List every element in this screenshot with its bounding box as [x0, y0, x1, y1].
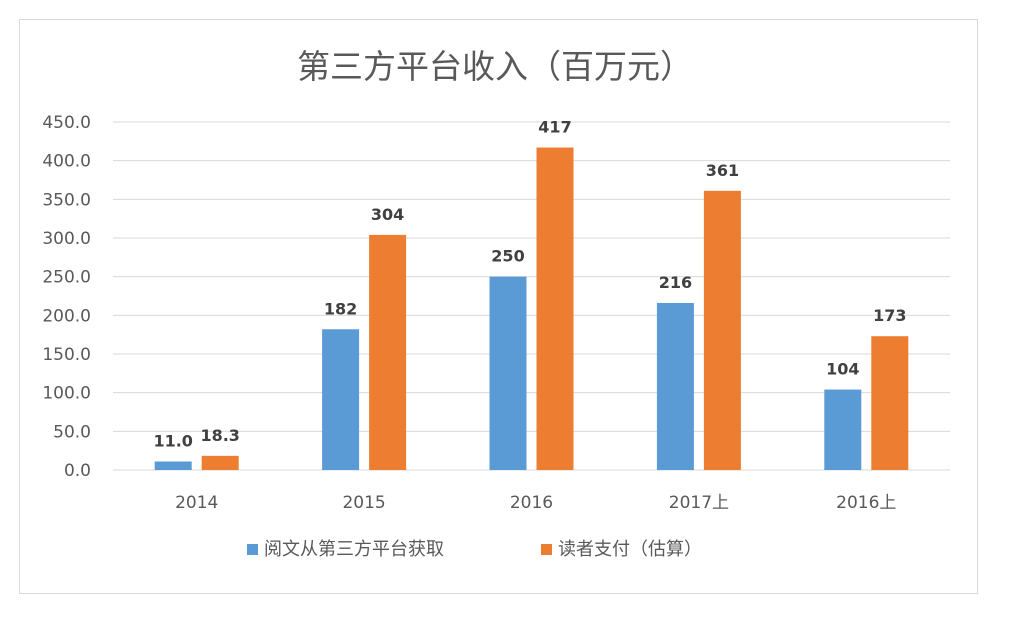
legend-label: 阅文从第三方平台获取	[264, 539, 444, 560]
y-tick-label: 0.0	[64, 461, 91, 481]
legend: 阅文从第三方平台获取 读者支付（估算）	[247, 539, 702, 560]
bar-yuewen-4	[824, 389, 862, 470]
gridlines	[113, 121, 950, 471]
y-tick-label: 400.0	[42, 152, 91, 172]
y-axis-ticks: 0.0 50.0 100.0 150.0 200.0 250.0 300.0 350.0 400…	[42, 113, 91, 481]
bar-reader-4	[871, 336, 909, 470]
chart-title: 第三方平台收入（百万元）	[297, 47, 693, 86]
x-category-label: 2016	[510, 493, 553, 513]
data-label: 216	[659, 273, 692, 292]
bar-yuewen-1	[322, 329, 360, 470]
y-tick-label: 150.0	[42, 345, 91, 365]
y-tick-label: 100.0	[42, 384, 91, 404]
x-category-label: 2017上	[669, 493, 729, 513]
x-category-label: 2014	[175, 493, 218, 513]
bar-reader-3	[703, 190, 741, 470]
y-tick-label: 250.0	[42, 268, 91, 288]
y-tick-label: 200.0	[42, 306, 91, 326]
bar-yuewen-0	[154, 461, 192, 470]
data-label: 182	[324, 299, 357, 318]
y-tick-label: 50.0	[53, 422, 91, 442]
data-label: 417	[538, 118, 571, 137]
y-tick-label: 350.0	[42, 190, 91, 210]
x-category-label: 2016上	[836, 493, 896, 513]
data-label: 104	[826, 360, 859, 379]
legend-swatch	[541, 544, 552, 555]
bar-reader-0	[201, 455, 239, 470]
legend-swatch	[247, 544, 258, 555]
bar-yuewen-2	[489, 276, 527, 470]
bars	[154, 147, 909, 470]
y-tick-label: 450.0	[42, 113, 91, 133]
y-tick-label: 300.0	[42, 229, 91, 249]
x-category-label: 2015	[342, 493, 385, 513]
data-label: 361	[706, 161, 739, 180]
legend-label: 读者支付（估算）	[558, 539, 702, 560]
x-axis-categories: 2014 2015 2016 2017上 2016上	[175, 493, 896, 513]
bar-reader-1	[369, 234, 407, 470]
data-label: 173	[873, 306, 906, 325]
data-label: 304	[371, 205, 404, 224]
data-label: 250	[491, 247, 524, 266]
bar-reader-2	[536, 147, 574, 470]
data-labels: 11.0 18.3 182 304 250 417 216 361 104 173	[153, 118, 906, 451]
bar-yuewen-3	[656, 302, 694, 470]
data-label: 11.0	[153, 431, 192, 450]
data-label: 18.3	[200, 426, 239, 445]
